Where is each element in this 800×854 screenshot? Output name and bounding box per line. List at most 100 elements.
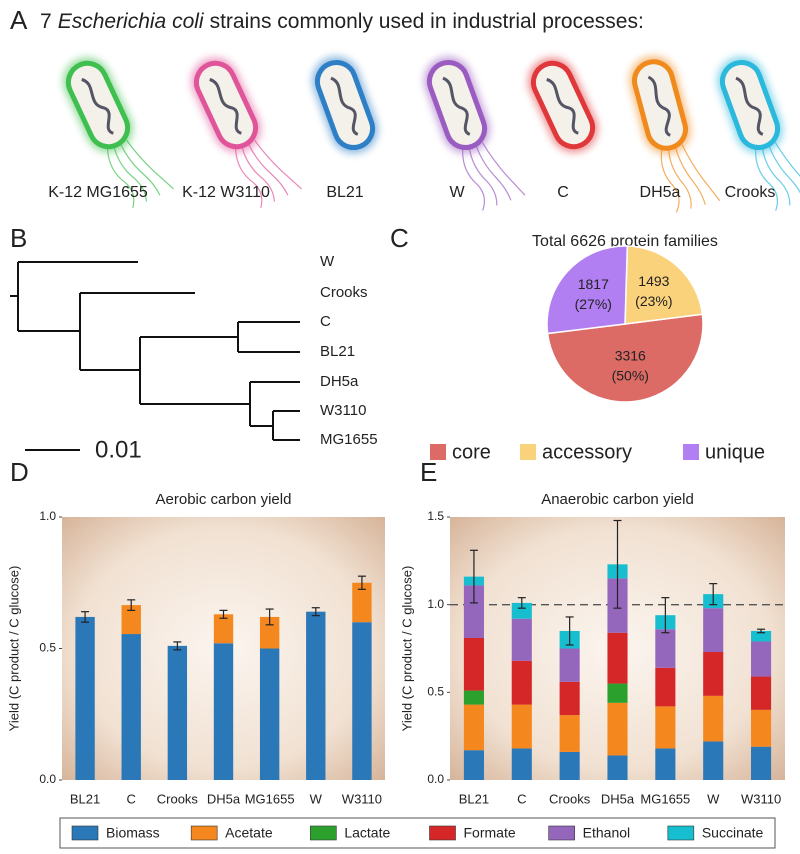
x-tick-label: MG1655 — [640, 791, 690, 806]
legend-label: unique — [705, 441, 765, 463]
flagellum — [755, 149, 779, 211]
pie-value-label: 1493 — [638, 273, 669, 289]
pie-slice — [624, 245, 704, 325]
bar-segment — [463, 585, 484, 638]
dna — [647, 75, 672, 137]
flagellum — [774, 142, 800, 196]
leaf-label: MG1655 — [320, 431, 378, 448]
legend-swatch — [520, 444, 536, 460]
bar-segment — [511, 748, 532, 780]
error-bar — [265, 608, 274, 626]
bar-segment — [463, 750, 484, 780]
bar-segment — [306, 611, 326, 780]
bar-segment — [352, 622, 372, 780]
bacterium — [424, 56, 526, 211]
leaf-label: Crooks — [320, 284, 368, 301]
bacterium — [63, 57, 174, 209]
flagellum — [761, 147, 791, 206]
leaf-label: C — [320, 313, 331, 330]
bar-segment — [511, 602, 532, 619]
x-tick-label: DH5a — [207, 791, 241, 806]
legend-swatch — [190, 825, 218, 841]
x-tick-label: DH5a — [601, 791, 635, 806]
strain-label: K-12 MG1655 — [48, 184, 148, 201]
legend-swatch — [683, 444, 699, 460]
bar-segment — [121, 634, 141, 780]
y-tick-label: 1.0 — [39, 509, 56, 523]
bar-segment — [655, 706, 676, 749]
legend-label: Formate — [464, 825, 516, 841]
error-bar — [517, 597, 526, 609]
bar-segment — [213, 643, 234, 780]
legend-swatch — [310, 825, 337, 841]
bar-segment — [75, 616, 95, 780]
bar-segment — [751, 746, 772, 780]
x-tick-label: W — [310, 791, 323, 806]
bar-segment — [751, 630, 772, 642]
bar-segment — [121, 605, 141, 635]
legend-label: Ethanol — [583, 825, 630, 841]
error-bar — [127, 599, 136, 611]
legend-swatch — [430, 444, 446, 460]
chart-title: Total 6626 protein families — [532, 233, 718, 250]
error-bar — [173, 641, 182, 651]
title-part: strains commonly used in industrial proc… — [210, 10, 644, 33]
bar-segment — [703, 695, 724, 742]
panel-a-title: 7 Escherichia coli strains commonly used i… — [40, 10, 644, 33]
panel-label: E — [420, 457, 437, 487]
bar-segment — [655, 748, 676, 780]
bar-segment — [751, 676, 772, 710]
error-bar — [469, 549, 478, 604]
bar-segment — [607, 755, 628, 780]
legend-box — [59, 817, 776, 849]
bar-segment — [511, 704, 532, 749]
title-part: 7 — [40, 10, 52, 33]
error-bar — [757, 628, 766, 634]
bar-segment — [703, 652, 724, 696]
dna — [546, 78, 579, 135]
x-tick-label: W3110 — [342, 791, 382, 806]
phylogenetic-tree — [10, 261, 300, 451]
y-tick-label: 0.5 — [427, 685, 444, 699]
strain-label: BL21 — [326, 184, 363, 201]
bar-segment — [259, 616, 280, 649]
dna — [442, 76, 471, 136]
error-bar — [613, 519, 622, 609]
bar-segment — [259, 648, 280, 780]
bar-segment — [559, 715, 580, 752]
flagellum — [768, 144, 800, 201]
flagellum — [106, 149, 135, 209]
x-tick-label: C — [127, 791, 136, 806]
flagellum — [119, 142, 161, 196]
flagellum — [674, 146, 706, 205]
bar-segment — [511, 660, 532, 705]
bar-segment — [213, 614, 234, 644]
strain-label: K-12 W3110 — [182, 184, 270, 201]
legend-label: Acetate — [225, 825, 273, 841]
y-tick-label: 0.0 — [427, 772, 444, 786]
dna — [330, 76, 359, 136]
flagellum — [462, 149, 486, 211]
error-bar — [219, 609, 228, 619]
bar-segment — [167, 645, 188, 780]
flagellum — [667, 148, 692, 209]
bar-segment — [463, 690, 484, 705]
legend-label: Succinate — [702, 825, 764, 841]
dna — [81, 78, 114, 135]
flagellum — [126, 139, 174, 190]
legend-swatch — [667, 825, 695, 841]
flagellum — [481, 142, 526, 196]
legend-swatch — [429, 825, 456, 841]
panel-label: C — [390, 223, 409, 253]
leaf-label: W — [320, 253, 335, 270]
bar-segment — [703, 608, 724, 653]
leaf-label: BL21 — [320, 343, 355, 360]
flagellum — [475, 144, 512, 201]
legend-label: accessory — [542, 441, 632, 463]
x-tick-label: W — [707, 791, 720, 806]
pie-slice — [546, 313, 704, 403]
bacterium — [717, 56, 800, 211]
x-tick-label: Crooks — [549, 791, 591, 806]
bar-segment — [655, 667, 676, 707]
